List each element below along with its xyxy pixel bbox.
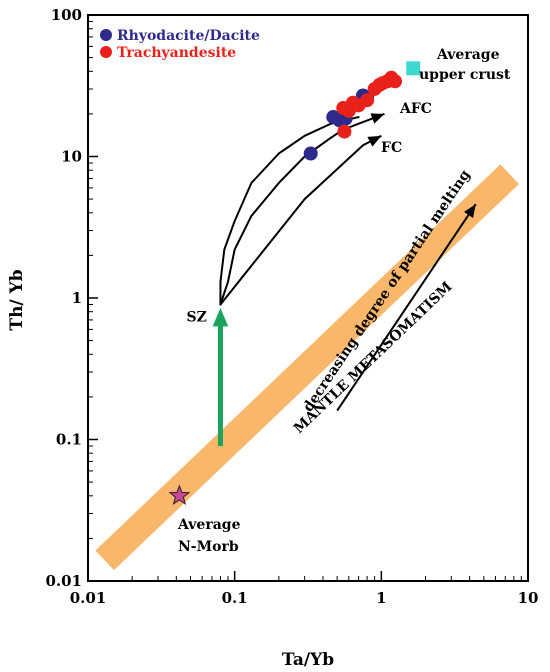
legend-label: Trachyandesite <box>117 45 236 61</box>
n-morb-label-line1: Average <box>177 517 241 533</box>
x-tick-label: 10 <box>518 589 539 607</box>
legend-marker <box>100 29 112 41</box>
data-point <box>360 93 375 108</box>
partial-melting-arrow-head <box>463 204 476 218</box>
afc-arrow-head <box>370 113 385 124</box>
legend-label: Rhyodacite/Dacite <box>117 28 260 44</box>
data-point <box>337 124 352 139</box>
sz-label: SZ <box>186 310 206 326</box>
y-tick-label: 10 <box>61 148 82 166</box>
upper-crust-label-line2: upper crust <box>419 67 511 83</box>
upper-crust-marker <box>406 61 421 76</box>
sz-arrow-head <box>212 307 229 327</box>
legend-marker <box>100 46 112 58</box>
x-tick-label: 0.1 <box>222 589 248 607</box>
afc-label: AFC <box>399 101 432 117</box>
partial-melting-arrow <box>336 203 477 412</box>
mantle-array-band <box>95 164 519 571</box>
n-morb-star-marker <box>168 484 191 506</box>
x-axis: 0.01 0.1 1 10 <box>70 571 539 607</box>
afc-lower-curve <box>219 128 345 306</box>
x-tick-label: 0.01 <box>70 589 107 607</box>
fc-label: FC <box>381 140 402 156</box>
x-tick-label: 1 <box>376 589 386 607</box>
x-axis-title: Ta/Yb <box>282 650 334 670</box>
data-point <box>303 146 318 161</box>
upper-crust-label-line1: Average <box>436 47 500 63</box>
fc-arrow-head <box>367 135 382 147</box>
y-tick-label: 0.01 <box>45 572 82 590</box>
y-axis-title: Th/ Yb <box>7 269 27 330</box>
y-tick-label: 100 <box>51 6 82 24</box>
data-point <box>388 74 403 89</box>
n-morb-label-line2: N-Morb <box>178 539 239 555</box>
fc-curve <box>219 144 365 306</box>
y-tick-label: 1 <box>72 289 82 307</box>
afc-upper-curve <box>219 116 360 306</box>
series-trachyandesite <box>336 70 403 139</box>
y-axis: 0.01 0.1 1 10 100 <box>45 6 98 590</box>
y-tick-label: 0.1 <box>56 431 82 449</box>
